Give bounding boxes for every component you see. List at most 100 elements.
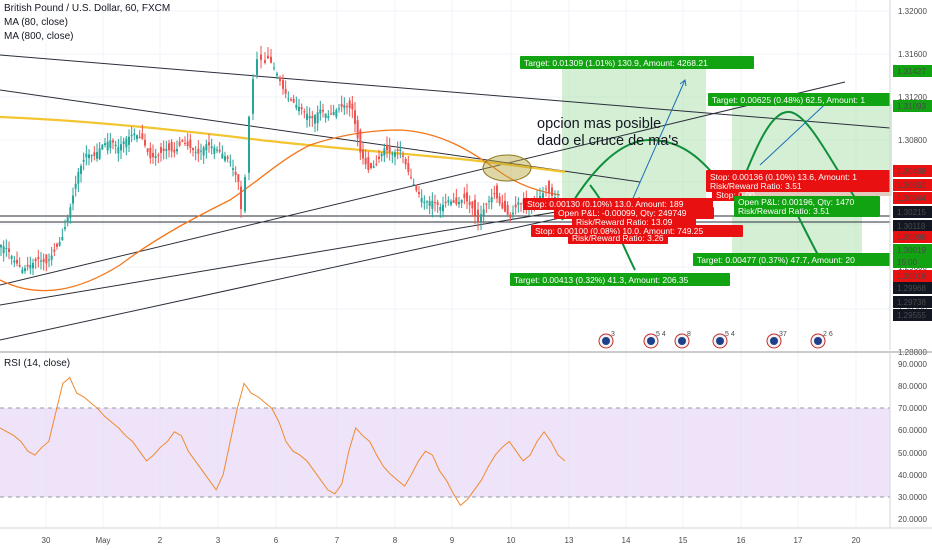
price-axis-flags: 1.31427 1.31093 1.30468 1.30351 1.30344 1.302… [893, 65, 932, 321]
event-count: 37 [779, 331, 787, 338]
trade-label-text: Risk/Reward Ratio: 3.51 [738, 206, 830, 216]
candle-body [493, 193, 496, 195]
event-count: 2 6 [823, 331, 833, 338]
trade-label-box [568, 234, 668, 244]
candle-body [240, 186, 242, 210]
candle-body [270, 56, 272, 63]
candle-body [300, 107, 303, 110]
candle-body [343, 105, 346, 109]
trade-label-box [554, 207, 714, 219]
candle-body [26, 264, 29, 267]
candle-body [234, 171, 237, 175]
candle-body [418, 192, 420, 195]
candle-body [474, 199, 476, 216]
candle-body [434, 202, 436, 204]
candle-body [542, 193, 544, 198]
candle-body [10, 256, 13, 259]
annotation-line-1: opcion mas posible [537, 116, 661, 132]
candle-body [216, 149, 218, 151]
candle-body [460, 200, 463, 203]
rsi-axis[interactable]: 90.0000 80.0000 70.0000 60.0000 50.0000 40.00… [898, 360, 927, 524]
rsi-tick-label: 20.0000 [898, 515, 927, 524]
candle-body [34, 259, 37, 262]
trade-label-text: Stop: 0.00 [716, 190, 755, 200]
candle-body [412, 184, 415, 186]
time-tick-label: 7 [335, 536, 340, 545]
candle-body [273, 67, 275, 69]
candle-body [160, 147, 162, 153]
candle-body [545, 188, 547, 190]
flag-icon [678, 337, 686, 345]
candle-body [77, 172, 80, 184]
rsi-tick-label: 30.0000 [898, 493, 927, 502]
candle-body [117, 147, 120, 154]
price-flag-label: 1.30344 [897, 194, 926, 203]
candle-body [114, 144, 117, 147]
candle-body [210, 146, 213, 149]
trade-label-box [706, 181, 890, 192]
candle-body [104, 143, 106, 146]
candle-body [244, 177, 246, 212]
candle-body [21, 269, 24, 274]
price-flag [893, 256, 932, 268]
candle-body [348, 100, 351, 109]
price-flag-label: 1.30468 [897, 167, 926, 176]
price-flag [893, 296, 932, 308]
candle-body [221, 153, 224, 159]
rsi-tick-label: 80.0000 [898, 382, 927, 391]
price-flag-label: 1.30019 [897, 246, 926, 255]
candle-body [202, 147, 205, 156]
rsi-tick-label: 50.0000 [898, 449, 927, 458]
candle-body [205, 144, 208, 151]
price-tick-label: 1.31600 [898, 50, 927, 59]
price-flag [893, 100, 932, 112]
candle-body [444, 201, 447, 203]
candle-body [48, 259, 50, 261]
annotation-line-2: dado el cruce de ma's [537, 133, 678, 149]
trade-label-text: Risk/Reward Ratio: 3.26 [572, 233, 664, 243]
trade-label-text: Target: 0.00625 (0.48%) 62.5, Amount: 1 [712, 95, 865, 105]
candle-body [168, 143, 170, 151]
price-flag-label: 1.29555 [897, 311, 926, 320]
candle-body [306, 113, 308, 120]
candle-body [101, 144, 104, 150]
candle-body [260, 54, 262, 60]
rsi-band [0, 408, 890, 497]
time-axis[interactable]: 30 May 2 3 6 7 8 9 10 13 14 15 16 17 20 [42, 536, 861, 545]
candle-body [338, 108, 340, 110]
candle-body [282, 79, 284, 89]
candle-body [380, 153, 383, 157]
flag-icon [814, 337, 822, 345]
candle-body [122, 141, 125, 145]
time-tick-label: 2 [158, 536, 163, 545]
candle-body [45, 254, 48, 264]
candlesticks [0, 45, 559, 276]
price-flag-label: 1.29968 [897, 284, 926, 293]
flag-icon [716, 337, 724, 345]
price-flag-label: 1.30351 [897, 181, 926, 190]
candle-body [480, 214, 482, 222]
candle-body [264, 60, 266, 63]
ma800-legend: MA (800, close) [4, 31, 74, 42]
candle-body [370, 162, 372, 169]
price-tick-label: 1.30800 [898, 136, 927, 145]
trade-label-text: Risk/Reward Ratio: 3.51 [710, 181, 802, 191]
time-tick-label: 8 [393, 536, 398, 545]
candle-body [0, 244, 2, 248]
candle-body [149, 147, 152, 159]
candle-body [208, 142, 210, 146]
candle-body [229, 161, 232, 163]
candle-body [88, 154, 90, 159]
candle-body [42, 259, 45, 263]
candle-body [298, 106, 300, 112]
candle-body [40, 260, 42, 262]
candle-body [514, 204, 517, 208]
price-flag [893, 244, 932, 256]
candle-body [133, 133, 136, 136]
candle-body [141, 133, 144, 140]
price-flag [893, 309, 932, 321]
candle-body [13, 260, 16, 263]
trade-label-box [706, 170, 890, 183]
candle-body [276, 73, 278, 76]
